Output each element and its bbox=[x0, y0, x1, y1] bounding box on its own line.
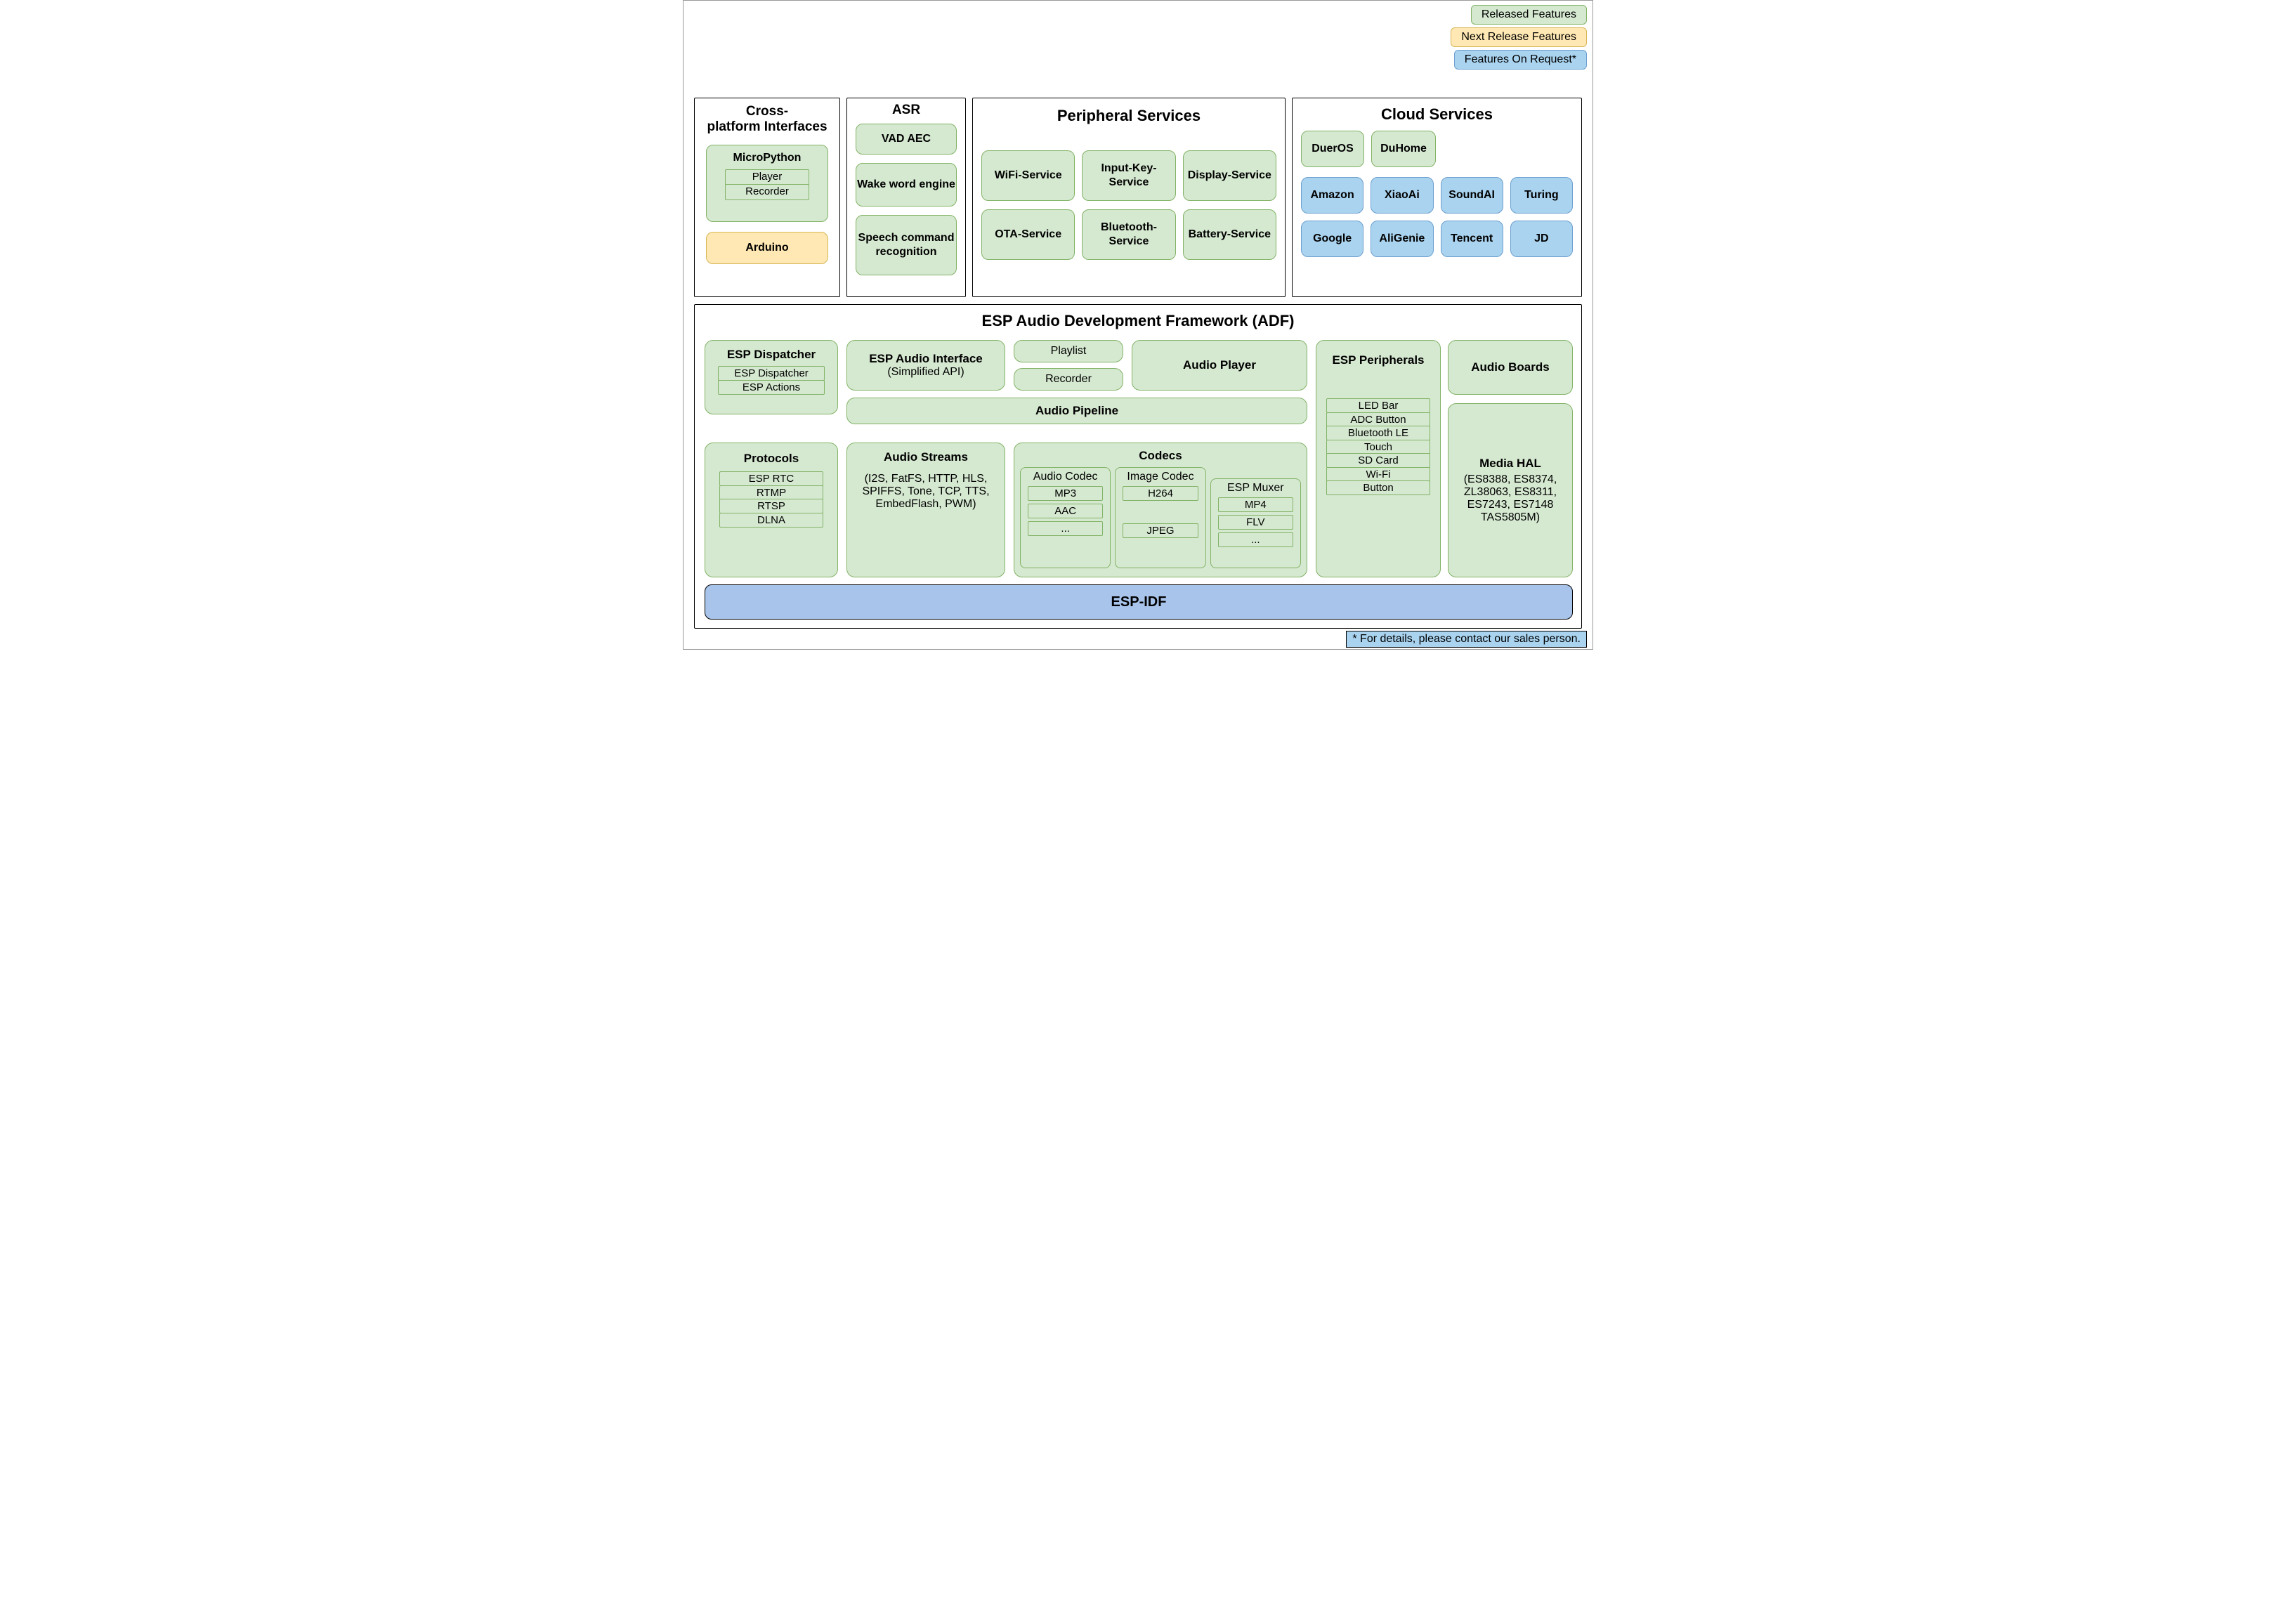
protocols-title: Protocols bbox=[705, 443, 837, 471]
cloud-dueros: DuerOS bbox=[1301, 131, 1364, 167]
proto-rtc: ESP RTC bbox=[719, 471, 823, 486]
footnote: * For details, please contact our sales … bbox=[1346, 631, 1587, 648]
proto-dlna: DLNA bbox=[719, 513, 823, 528]
adf-playlist: Playlist bbox=[1014, 340, 1123, 362]
adf-dispatcher: ESP Dispatcher ESP Dispatcher ESP Action… bbox=[705, 340, 838, 414]
micropython-recorder: Recorder bbox=[725, 184, 809, 200]
codec-mp3: MP3 bbox=[1028, 486, 1103, 501]
peripheral-title: Peripheral Services bbox=[973, 98, 1285, 133]
legend-request: Features On Request* bbox=[1454, 50, 1587, 70]
codec-more: ... bbox=[1028, 521, 1103, 536]
adf-recorder: Recorder bbox=[1014, 368, 1123, 391]
adf-audio-pipeline: Audio Pipeline bbox=[846, 398, 1307, 424]
peri-battery: Battery-Service bbox=[1183, 209, 1276, 260]
mux-more: ... bbox=[1218, 532, 1293, 547]
periph-sd: SD Card bbox=[1326, 453, 1430, 468]
codec-jpeg: JPEG bbox=[1123, 523, 1198, 538]
adf-esp-idf: ESP-IDF bbox=[705, 584, 1573, 620]
legend-next: Next Release Features bbox=[1451, 27, 1587, 47]
mux-flv: FLV bbox=[1218, 515, 1293, 530]
periph-ledbar: LED Bar bbox=[1326, 398, 1430, 413]
codecs-title: Codecs bbox=[1014, 443, 1307, 467]
adf-audio-interface: ESP Audio Interface (Simplified API) bbox=[846, 340, 1005, 391]
adf-protocols: Protocols ESP RTC RTMP RTSP DLNA bbox=[705, 443, 838, 577]
cloud-jd: JD bbox=[1510, 221, 1573, 257]
cloud-google: Google bbox=[1301, 221, 1363, 257]
cloud-title: Cloud Services bbox=[1293, 98, 1581, 131]
box-cross-platform: Cross- platform Interfaces MicroPython P… bbox=[694, 98, 840, 297]
cloud-soundai: SoundAI bbox=[1441, 177, 1503, 214]
codec-audio: Audio Codec MP3 AAC ... bbox=[1020, 467, 1111, 568]
legend: Released Features Next Release Features … bbox=[1451, 5, 1587, 70]
cloud-turing: Turing bbox=[1510, 177, 1573, 214]
peri-bluetooth: Bluetooth-Service bbox=[1082, 209, 1175, 260]
dispatcher-item-1: ESP Actions bbox=[718, 380, 825, 395]
proto-rtmp: RTMP bbox=[719, 485, 823, 500]
legend-released: Released Features bbox=[1471, 5, 1587, 25]
micropython-player: Player bbox=[725, 169, 809, 185]
block-micropython: MicroPython Player Recorder bbox=[706, 145, 828, 222]
peri-wifi: WiFi-Service bbox=[981, 150, 1075, 201]
audio-streams-sub: (I2S, FatFS, HTTP, HLS, SPIFFS, Tone, TC… bbox=[856, 473, 996, 511]
adf-audio-boards: Audio Boards bbox=[1448, 340, 1573, 395]
codec-audio-title: Audio Codec bbox=[1021, 468, 1110, 486]
adf-media-hal: Media HAL (ES8388, ES8374, ZL38063, ES83… bbox=[1448, 403, 1573, 577]
periph-adc: ADC Button bbox=[1326, 412, 1430, 427]
dispatcher-item-0: ESP Dispatcher bbox=[718, 366, 825, 381]
periph-wifi: Wi-Fi bbox=[1326, 467, 1430, 482]
adf-audio-player: Audio Player bbox=[1132, 340, 1307, 391]
asr-title: ASR bbox=[847, 98, 965, 122]
peri-inputkey: Input-Key-Service bbox=[1082, 150, 1175, 201]
cloud-xiaoai: XiaoAi bbox=[1371, 177, 1433, 214]
diagram-canvas: Released Features Next Release Features … bbox=[683, 0, 1593, 650]
codec-muxer-title: ESP Muxer bbox=[1211, 479, 1300, 497]
micropython-title: MicroPython bbox=[733, 151, 802, 165]
mux-mp4: MP4 bbox=[1218, 497, 1293, 512]
block-arduino: Arduino bbox=[706, 232, 828, 264]
cloud-amazon: Amazon bbox=[1301, 177, 1363, 214]
cross-platform-title: Cross- platform Interfaces bbox=[695, 98, 839, 140]
cloud-duhome: DuHome bbox=[1371, 131, 1436, 167]
dispatcher-title: ESP Dispatcher bbox=[705, 341, 837, 366]
audio-interface-title: ESP Audio Interface bbox=[847, 352, 1005, 366]
codec-h264: H264 bbox=[1123, 486, 1198, 501]
peri-display: Display-Service bbox=[1183, 150, 1276, 201]
cloud-aligenie: AliGenie bbox=[1371, 221, 1433, 257]
proto-rtsp: RTSP bbox=[719, 499, 823, 513]
periph-button: Button bbox=[1326, 480, 1430, 495]
cloud-tencent: Tencent bbox=[1441, 221, 1503, 257]
asr-wake: Wake word engine bbox=[856, 163, 957, 207]
adf-codecs: Codecs Audio Codec MP3 AAC ... Image Cod… bbox=[1014, 443, 1307, 577]
audio-streams-title: Audio Streams bbox=[856, 450, 996, 464]
box-cloud: Cloud Services DuerOS DuHome Amazon Xiao… bbox=[1292, 98, 1582, 297]
codec-muxer: ESP Muxer MP4 FLV ... bbox=[1210, 478, 1301, 568]
codec-aac: AAC bbox=[1028, 504, 1103, 518]
audio-interface-sub: (Simplified API) bbox=[847, 366, 1005, 379]
esp-peripherals-title: ESP Peripherals bbox=[1316, 341, 1440, 398]
adf-esp-peripherals: ESP Peripherals LED Bar ADC Button Bluet… bbox=[1316, 340, 1441, 577]
codec-image-title: Image Codec bbox=[1116, 468, 1205, 486]
asr-vad: VAD AEC bbox=[856, 124, 957, 155]
periph-touch: Touch bbox=[1326, 440, 1430, 454]
adf-title: ESP Audio Development Framework (ADF) bbox=[695, 305, 1581, 337]
box-asr: ASR VAD AEC Wake word engine Speech comm… bbox=[846, 98, 966, 297]
asr-speech: Speech command recognition bbox=[856, 215, 957, 275]
box-peripheral: Peripheral Services WiFi-Service Input-K… bbox=[972, 98, 1286, 297]
box-adf: ESP Audio Development Framework (ADF) ES… bbox=[694, 304, 1582, 629]
peri-ota: OTA-Service bbox=[981, 209, 1075, 260]
media-hal-title: Media HAL bbox=[1456, 457, 1565, 471]
adf-audio-streams: Audio Streams (I2S, FatFS, HTTP, HLS, SP… bbox=[846, 443, 1005, 577]
codec-image: Image Codec H264 JPEG bbox=[1115, 467, 1205, 568]
periph-btle: Bluetooth LE bbox=[1326, 426, 1430, 440]
media-hal-sub: (ES8388, ES8374, ZL38063, ES8311, ES7243… bbox=[1456, 473, 1565, 524]
